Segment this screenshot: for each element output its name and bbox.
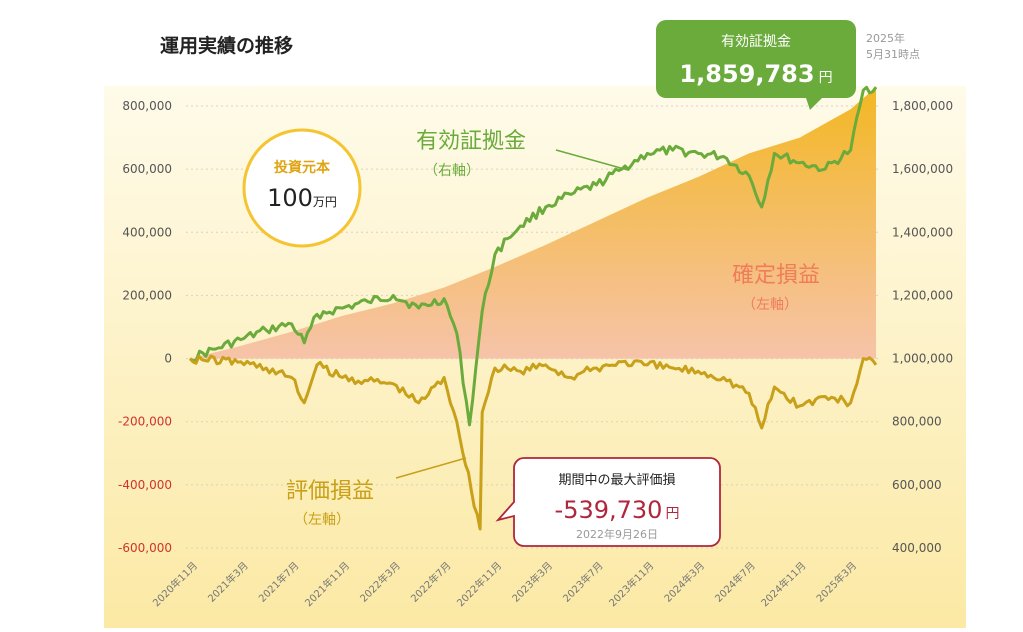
left-tick-label: 800,000 (122, 99, 172, 113)
realized-series-label: 確定損益 (732, 263, 820, 288)
equity-axis-label: （右軸） (424, 163, 480, 179)
right-tick-label: 1,600,000 (892, 162, 953, 176)
left-tick-label: 0 (164, 352, 172, 366)
chart-title: 運用実績の推移 (160, 34, 293, 57)
max-loss-date: 2022年9月26日 (576, 527, 658, 541)
unrealized-pl-line (188, 354, 878, 531)
principal-label: 投資元本 (274, 159, 331, 176)
principal-value: 100万円 (267, 184, 337, 212)
right-tick-label: 1,800,000 (892, 99, 953, 113)
right-tick-label: 600,000 (892, 478, 942, 492)
left-tick-label: -600,000 (118, 541, 172, 555)
equity-callout-date-year: 2025年 (866, 31, 905, 45)
realized-pl-area (190, 87, 876, 359)
right-tick-label: 400,000 (892, 541, 942, 555)
left-tick-label: 400,000 (122, 225, 172, 239)
left-tick-label: -200,000 (118, 415, 172, 429)
right-tick-label: 1,000,000 (892, 352, 953, 366)
right-axis-ticks: 1,800,000 1,600,000 1,400,000 1,200,000 1,00… (892, 99, 953, 555)
right-tick-label: 800,000 (892, 415, 942, 429)
left-axis-ticks: 800,000 600,000 400,000 200,000 0 -200,000 -40… (118, 99, 172, 555)
equity-line (189, 85, 878, 427)
equity-callout-date-day: 5月31時点 (866, 48, 920, 61)
right-tick-label: 1,400,000 (892, 225, 953, 239)
realized-axis-label: （左軸） (742, 297, 798, 313)
left-tick-label: 600,000 (122, 162, 172, 176)
equity-callout: 有効証拠金 1,859,783 円 (656, 20, 856, 110)
unrealized-axis-label: （左軸） (294, 512, 350, 528)
max-loss-value: -539,730 円 (555, 496, 680, 524)
equity-callout-value: 1,859,783 円 (679, 60, 832, 88)
left-tick-label: -400,000 (118, 478, 172, 492)
left-tick-label: 200,000 (122, 288, 172, 302)
max-loss-callout: 期間中の最大評価損 -539,730 円 2022年9月26日 (495, 457, 721, 547)
unrealized-series-label: 評価損益 (286, 479, 374, 504)
max-loss-label: 期間中の最大評価損 (558, 473, 675, 488)
principal-badge: 投資元本 100万円 (242, 128, 362, 248)
equity-callout-label: 有効証拠金 (721, 34, 791, 50)
equity-series-label: 有効証拠金 (416, 129, 526, 154)
equity-leader-line (555, 149, 629, 171)
unrealized-leader-line (395, 457, 467, 479)
right-tick-label: 1,200,000 (892, 288, 953, 302)
